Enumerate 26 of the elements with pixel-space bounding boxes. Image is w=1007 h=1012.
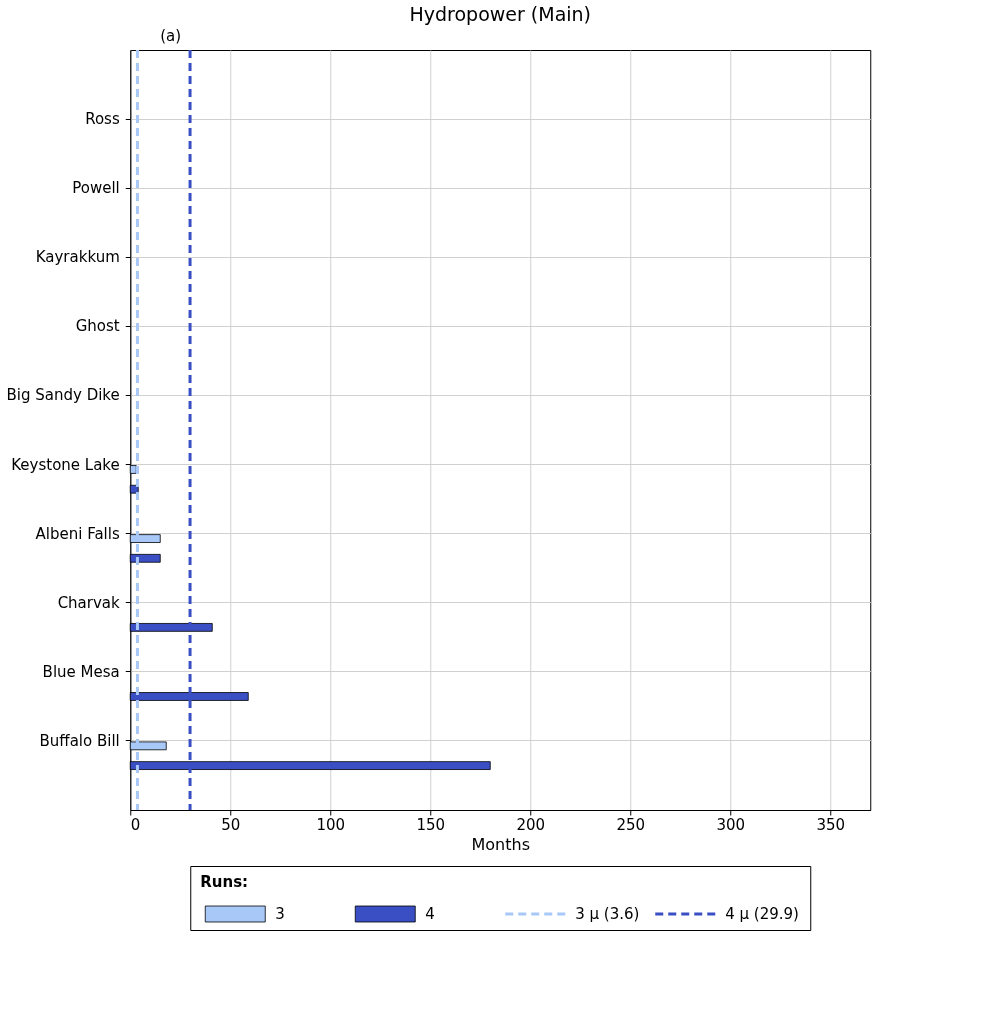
y-tick-label: Blue Mesa (42, 662, 120, 681)
y-tick-label: Ross (85, 110, 120, 129)
chart-title: Hydropower (Main) (409, 3, 592, 25)
legend-label: 4 (425, 905, 435, 923)
x-tick-label: 0 (130, 815, 141, 834)
x-tick-label: 300 (716, 815, 746, 834)
x-tick-label: 350 (816, 815, 846, 834)
x-tick-label: 250 (616, 815, 646, 834)
x-tick-label: 50 (221, 815, 241, 834)
y-tick-label: Ghost (75, 317, 120, 336)
legend-label: 3 μ (3.6) (575, 905, 640, 923)
y-tick-label: Charvak (57, 593, 121, 612)
y-tick-label: Big Sandy Dike (6, 386, 120, 405)
y-tick-label: Keystone Lake (11, 455, 120, 474)
x-tick-label: 150 (416, 815, 446, 834)
y-tick-label: Albeni Falls (35, 524, 120, 543)
legend-label: 3 (275, 905, 285, 923)
text: (a) (160, 27, 182, 45)
y-tick-label: Kayrakkum (35, 248, 120, 267)
x-tick-label: 100 (316, 815, 346, 834)
y-tick-label: Powell (72, 179, 120, 198)
legend-title: Runs: (200, 873, 249, 891)
x-tick-label: 200 (516, 815, 546, 834)
legend-label: 4 μ (29.9) (725, 905, 799, 923)
x-axis-title: Months (471, 834, 530, 854)
y-tick-label: Buffalo Bill (39, 731, 120, 750)
